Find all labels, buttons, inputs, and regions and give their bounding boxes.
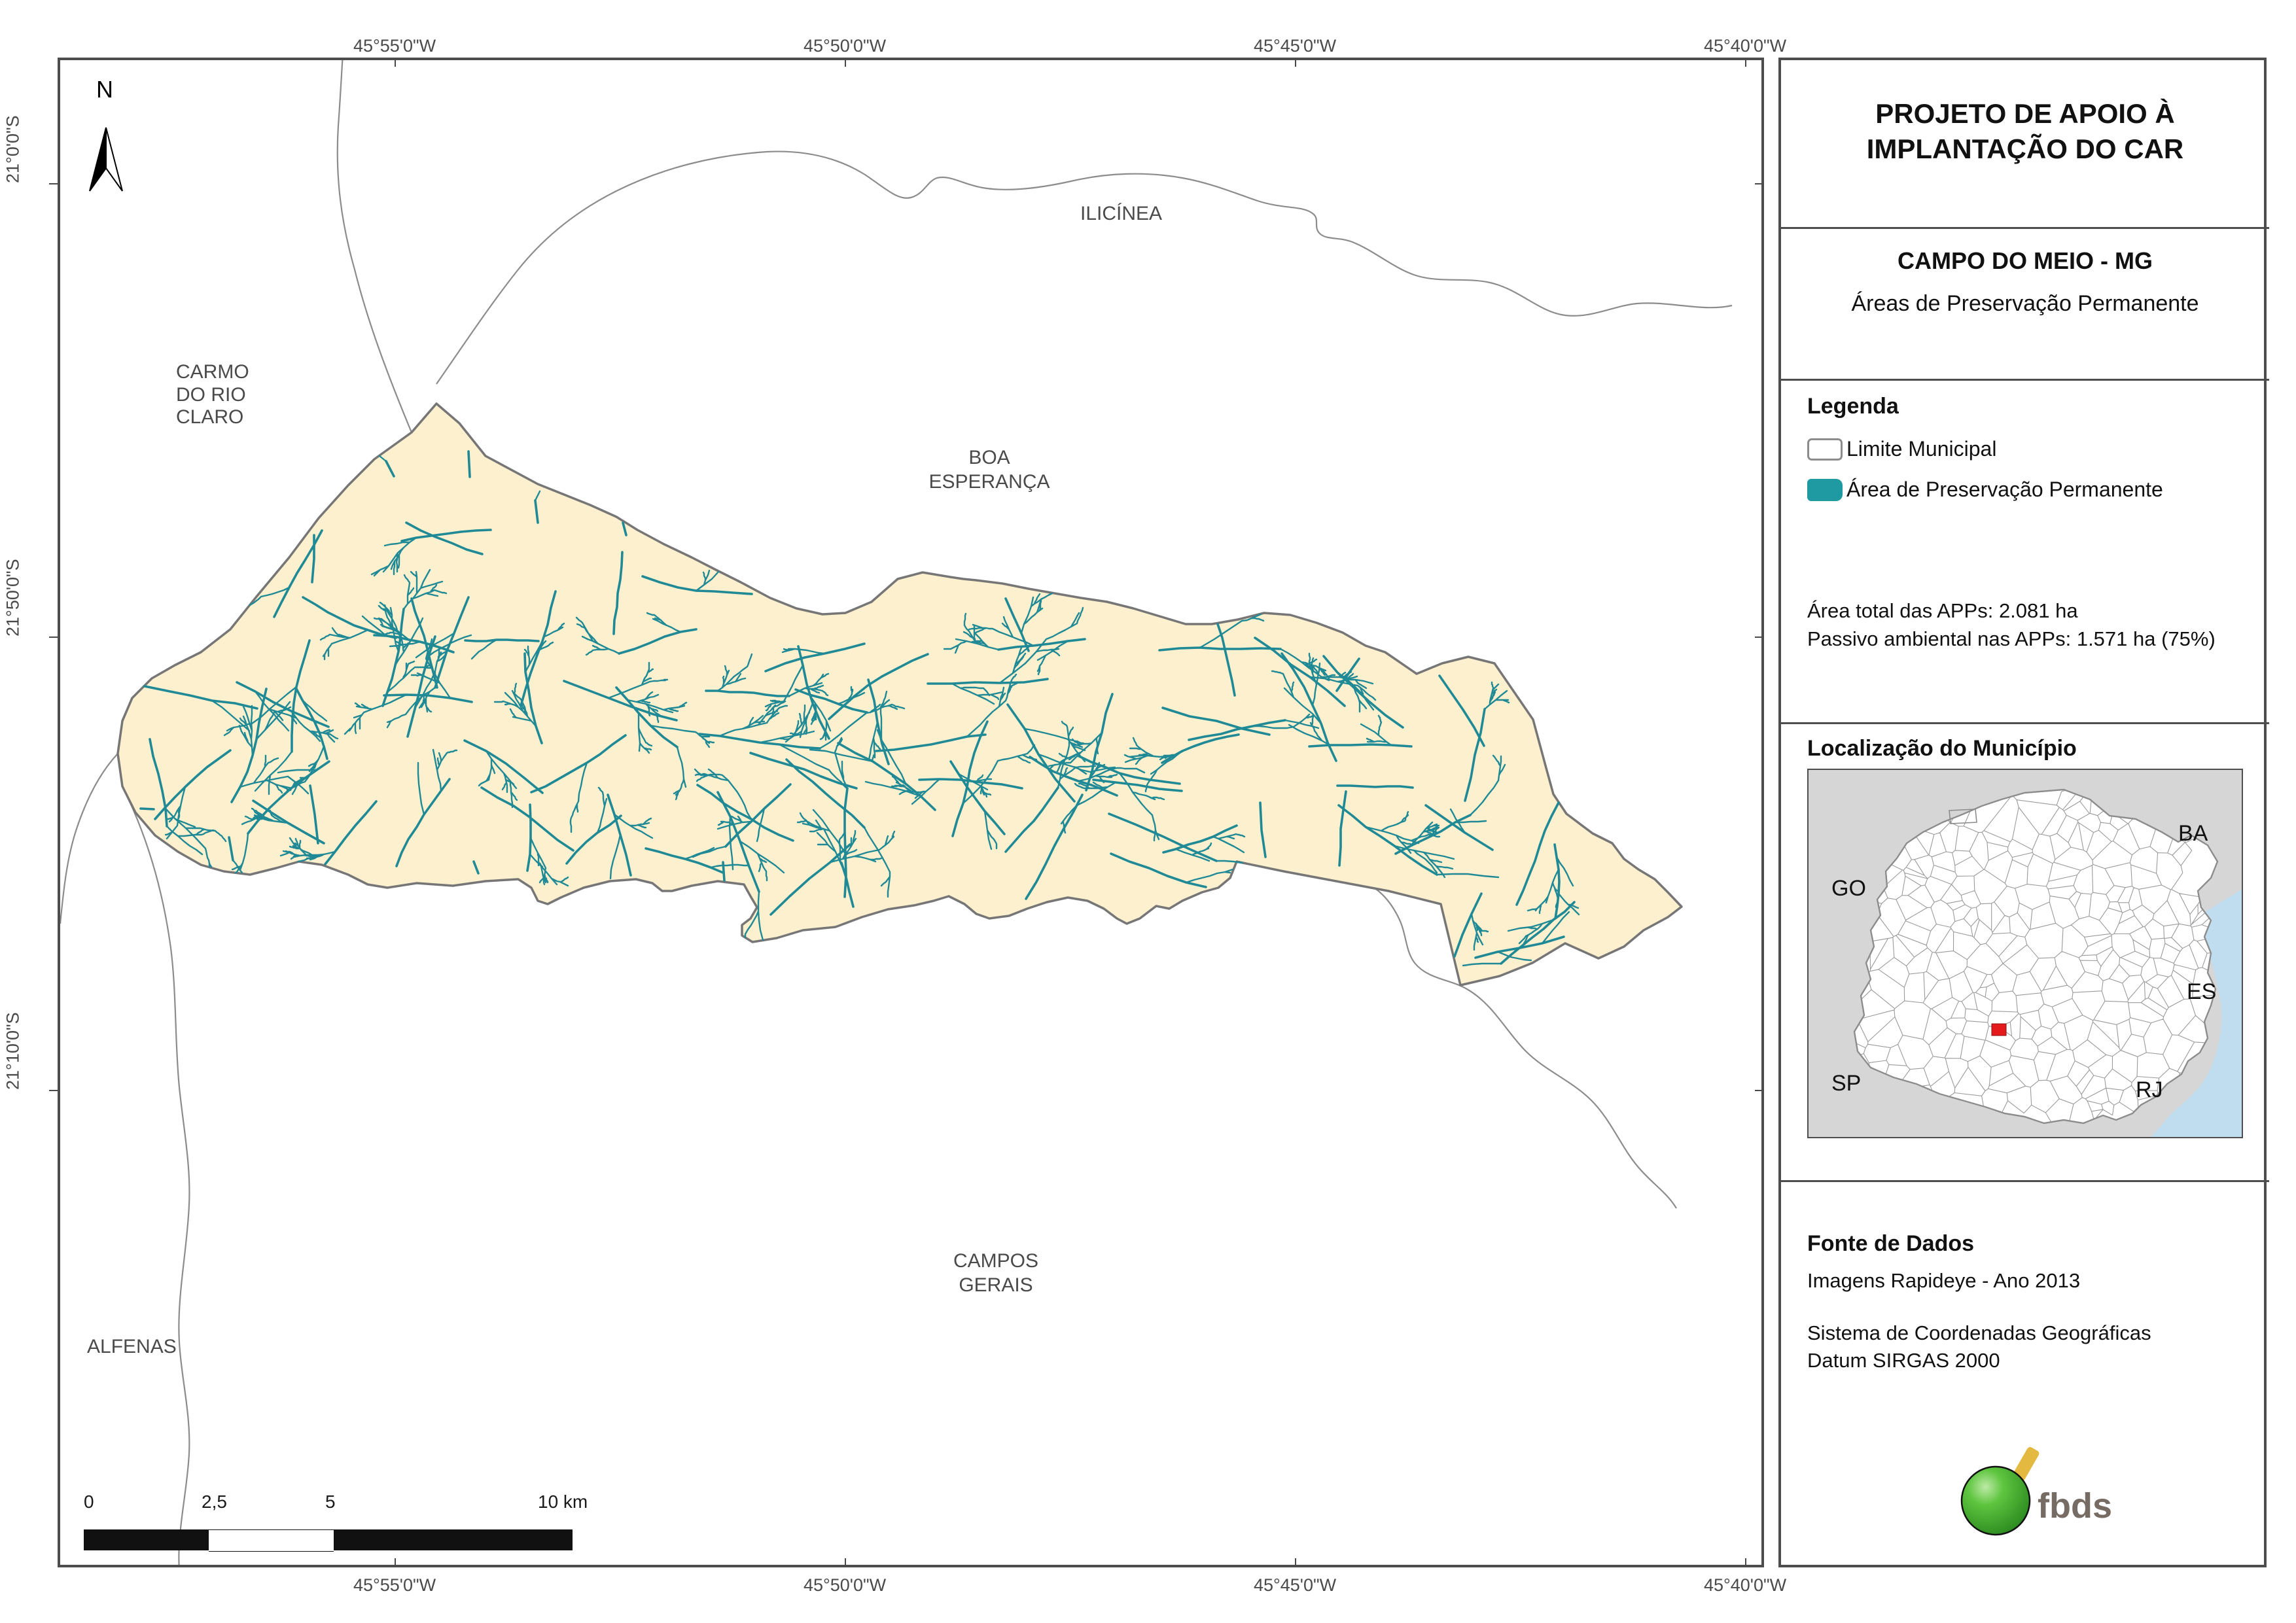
svg-text:SP: SP xyxy=(1831,1071,1861,1096)
svg-text:BA: BA xyxy=(2178,821,2208,846)
svg-text:GO: GO xyxy=(1831,876,1866,901)
svg-text:ES: ES xyxy=(2187,979,2216,1004)
svg-text:RJ: RJ xyxy=(2136,1077,2163,1102)
svg-text:fbds: fbds xyxy=(2038,1486,2112,1526)
